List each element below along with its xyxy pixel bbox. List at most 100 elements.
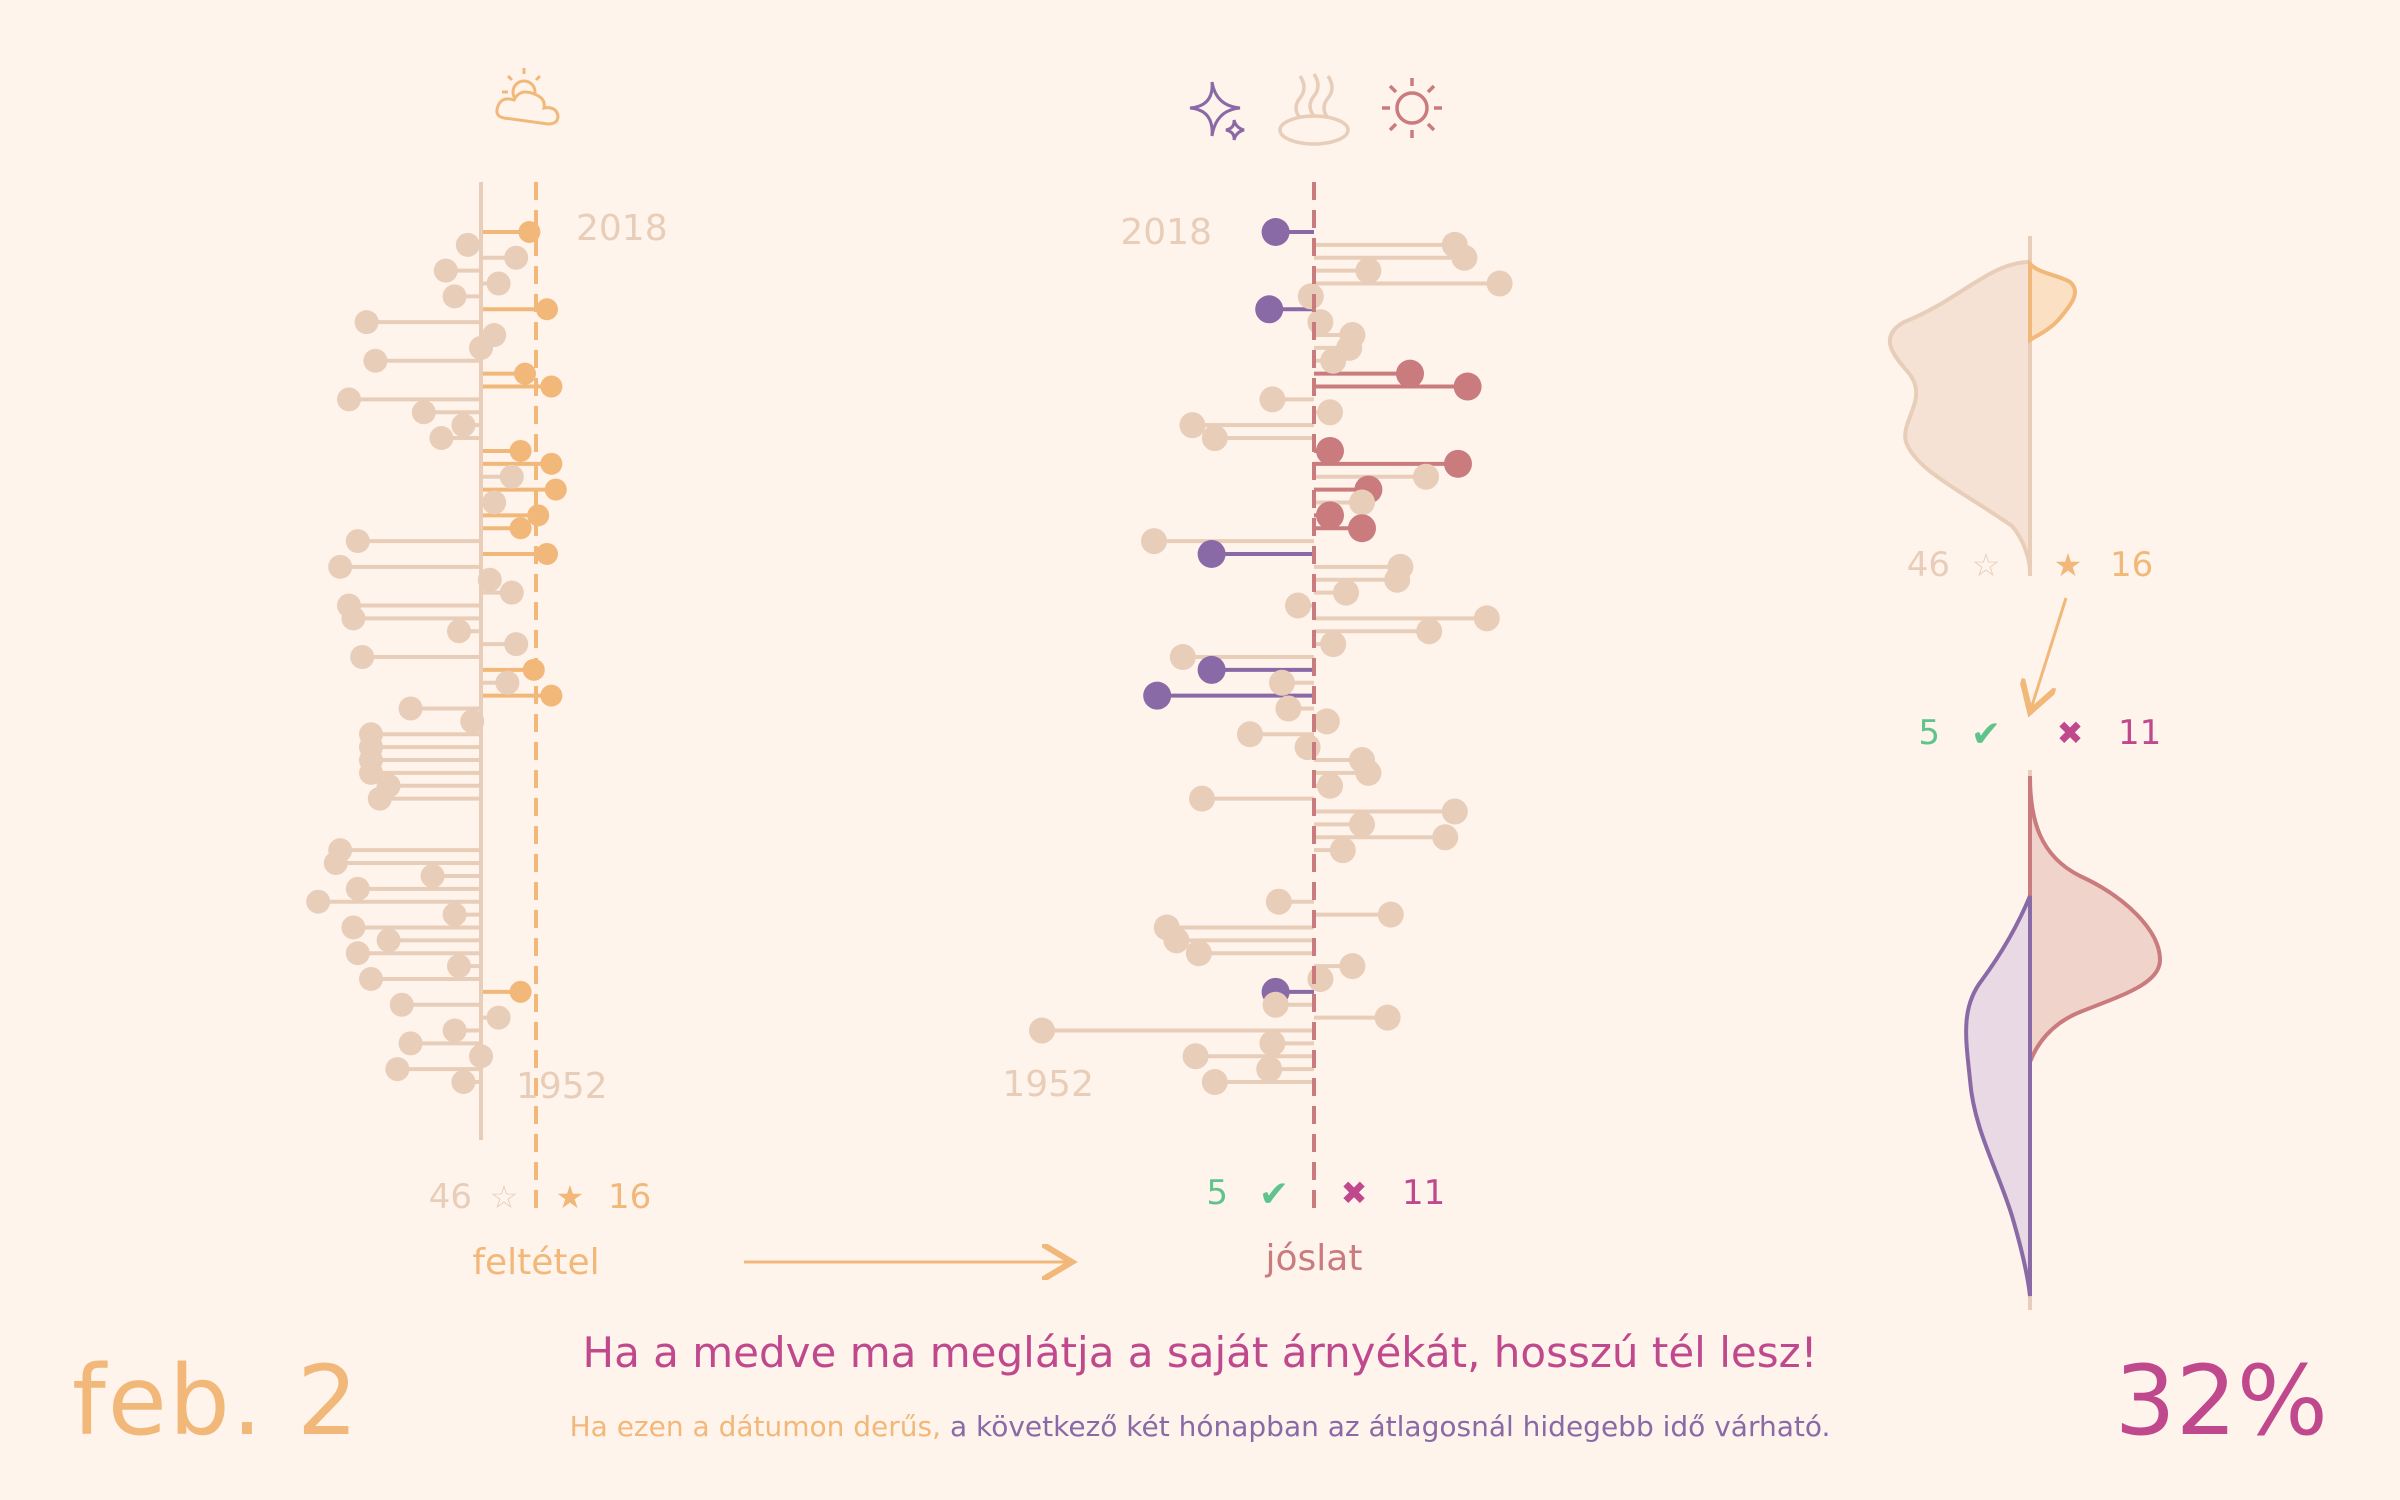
condition-dot bbox=[385, 1057, 410, 1082]
condition-dot bbox=[398, 696, 423, 721]
forecast-stems bbox=[1042, 230, 1500, 1084]
forecast-dots bbox=[1029, 218, 1513, 1095]
condition-dot bbox=[482, 490, 507, 515]
forecast-dot bbox=[1163, 927, 1190, 954]
condition-dot bbox=[433, 258, 458, 283]
right-count-correct: 5 bbox=[1206, 1173, 1228, 1213]
condition-dot bbox=[499, 580, 524, 605]
condition-dot bbox=[411, 400, 436, 425]
forecast-dot bbox=[1339, 953, 1366, 980]
sun-icon bbox=[1382, 78, 1442, 138]
condition-dot bbox=[455, 232, 480, 257]
forecast-dot bbox=[1349, 811, 1375, 838]
left-year-top: 2018 bbox=[576, 208, 668, 249]
condition-dot bbox=[341, 606, 366, 631]
condition-dot bbox=[460, 709, 485, 734]
forecast-dot bbox=[1185, 940, 1212, 967]
forecast-dot bbox=[1413, 463, 1439, 490]
condition-dot bbox=[345, 941, 370, 966]
condition-dot bbox=[350, 645, 375, 669]
summary-count-clear: 16 bbox=[2110, 545, 2153, 585]
condition-dot bbox=[359, 966, 383, 991]
headline: Ha a medve ma meglátja a saját árnyékát,… bbox=[582, 1328, 1818, 1377]
condition-dot bbox=[376, 928, 401, 953]
forecast-dot bbox=[1416, 618, 1443, 645]
forecast-dot bbox=[1451, 244, 1478, 271]
forecast-dot bbox=[1182, 1043, 1209, 1070]
forecast-dot bbox=[1256, 1056, 1283, 1083]
density-clear bbox=[2028, 259, 2077, 344]
forecast-dot bbox=[1374, 1004, 1401, 1031]
condition-dot bbox=[442, 284, 467, 309]
forecast-dot bbox=[1333, 579, 1359, 606]
condition-dot bbox=[540, 684, 563, 707]
forecast-dot bbox=[1320, 631, 1347, 658]
forecast-dot bbox=[1441, 798, 1468, 825]
forecast-dot bbox=[1294, 734, 1321, 761]
forecast-dot bbox=[1297, 283, 1324, 310]
sun-behind-cloud-icon bbox=[495, 68, 560, 126]
full-star-icon: ★ bbox=[556, 1178, 585, 1216]
condition-dots bbox=[306, 221, 567, 1094]
condition-dot bbox=[337, 387, 361, 412]
condition-dot bbox=[504, 632, 529, 657]
left-year-bottom: 1952 bbox=[516, 1066, 608, 1107]
summary-count-not-clear: 46 bbox=[1907, 545, 1950, 585]
condition-dot bbox=[477, 567, 502, 592]
forecast-dot bbox=[1473, 605, 1500, 632]
forecast-dot bbox=[1201, 425, 1228, 452]
forecast-dot bbox=[1141, 528, 1167, 555]
right-count-wrong: 11 bbox=[1402, 1173, 1445, 1213]
forecast-dot bbox=[1255, 295, 1284, 324]
condition-dot bbox=[363, 348, 388, 373]
forecast-dot bbox=[1316, 436, 1344, 465]
forecast-dot bbox=[1265, 888, 1292, 915]
condition-dot bbox=[341, 915, 366, 940]
density-correct bbox=[1964, 895, 2032, 1297]
summary-count-correct: 5 bbox=[1918, 713, 1940, 753]
condition-dot bbox=[345, 529, 370, 554]
condition-dot bbox=[509, 439, 532, 462]
condition-dot bbox=[345, 876, 370, 901]
summary-cross-icon: ✖ bbox=[2057, 714, 2084, 752]
empty-star-icon: ☆ bbox=[490, 1178, 519, 1216]
forecast-dot bbox=[1029, 1017, 1055, 1044]
forecast-dot bbox=[1261, 218, 1290, 246]
condition-dot bbox=[451, 1070, 476, 1094]
summary-count-wrong: 11 bbox=[2118, 713, 2161, 753]
condition-dot bbox=[527, 504, 550, 527]
check-icon: ✔ bbox=[1259, 1174, 1289, 1215]
condition-dot bbox=[367, 786, 392, 811]
forecast-dot bbox=[1262, 991, 1289, 1018]
forecast-dot bbox=[1307, 309, 1334, 336]
forecast-dot bbox=[1201, 1069, 1228, 1095]
forecast-dot bbox=[1179, 412, 1206, 439]
condition-dot bbox=[509, 980, 532, 1003]
forecast-caption: jóslat bbox=[1265, 1238, 1363, 1279]
condition-dot bbox=[495, 670, 520, 695]
forecast-dot bbox=[1317, 772, 1343, 799]
condition-dot bbox=[509, 517, 532, 540]
left-count-clear: 16 bbox=[608, 1177, 651, 1217]
condition-dot bbox=[536, 298, 558, 321]
density-wrong bbox=[2028, 775, 2163, 1063]
condition-dot bbox=[486, 271, 511, 296]
summary-full-star-icon: ★ bbox=[2054, 546, 2083, 584]
condition-dot bbox=[447, 619, 471, 644]
summary-arrow bbox=[2030, 597, 2068, 712]
forecast-dot bbox=[1432, 824, 1459, 851]
condition-dot bbox=[486, 1005, 511, 1030]
condition-dot bbox=[499, 464, 524, 489]
condition-dot bbox=[389, 992, 414, 1017]
condition-dot bbox=[522, 658, 545, 681]
condition-dot bbox=[536, 542, 558, 565]
forecast-dot bbox=[1237, 721, 1263, 748]
condition-dot bbox=[544, 478, 567, 501]
sparkles-icon bbox=[1189, 81, 1245, 141]
forecast-dot bbox=[1259, 1030, 1286, 1057]
forecast-dot bbox=[1307, 965, 1334, 992]
right-year-top: 2018 bbox=[1120, 212, 1212, 253]
forecast-dot bbox=[1453, 372, 1482, 401]
condition-dot bbox=[359, 760, 383, 785]
forecast-dot bbox=[1313, 708, 1340, 735]
